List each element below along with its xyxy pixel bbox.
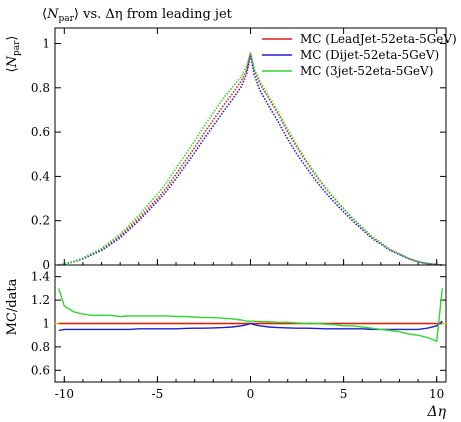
y-tick-label-ratio: 1.2 xyxy=(31,293,50,307)
y-axis-label-main: ⟨Npar⟩ xyxy=(5,36,22,73)
y-tick-label-ratio: 0.8 xyxy=(31,340,50,354)
y-axis-label-ratio: MC/data xyxy=(5,278,20,335)
legend: MC (LeadJet-52eta-5GeV) MC (Dijet-52eta-5… xyxy=(262,32,457,78)
x-tick-label: -10 xyxy=(55,387,74,401)
x-tick-label: 0 xyxy=(247,387,255,401)
series-line-main-2 xyxy=(58,52,443,266)
series-line-main-1 xyxy=(58,54,443,266)
series-line-main-0 xyxy=(58,53,443,266)
x-axis-label: Δη xyxy=(427,404,447,420)
y-tick-label-main: 0.2 xyxy=(31,214,50,228)
y-tick-label-main: 1 xyxy=(42,37,50,51)
legend-label-1: MC (Dijet-52eta-5GeV) xyxy=(300,48,439,62)
y-tick-label-main: 0.6 xyxy=(31,125,50,139)
y-tick-label-ratio: 0.6 xyxy=(31,363,50,377)
y-tick-label-main: 0.8 xyxy=(31,81,50,95)
chart-title: ⟨Npar⟩ vs. Δη from leading jet xyxy=(42,7,233,24)
series-line-ratio-2 xyxy=(58,288,443,343)
y-tick-label-ratio: 1.4 xyxy=(31,270,50,284)
legend-label-2: MC (3jet-52eta-5GeV) xyxy=(300,64,433,78)
y-tick-label-main: 0.4 xyxy=(31,169,50,183)
series-line-ratio-1 xyxy=(58,320,443,332)
x-tick-label: 5 xyxy=(340,387,348,401)
x-tick-label: -5 xyxy=(152,387,164,401)
legend-label-0: MC (LeadJet-52eta-5GeV) xyxy=(300,32,457,46)
ratio-plot-panel: -10 -5 0 5 10 0.6 0.8 1 1.2 1.4 xyxy=(31,264,447,401)
y-tick-label-ratio: 1 xyxy=(42,317,50,331)
x-tick-label: 10 xyxy=(429,387,444,401)
y-tick-label-main: 0 xyxy=(42,258,50,272)
